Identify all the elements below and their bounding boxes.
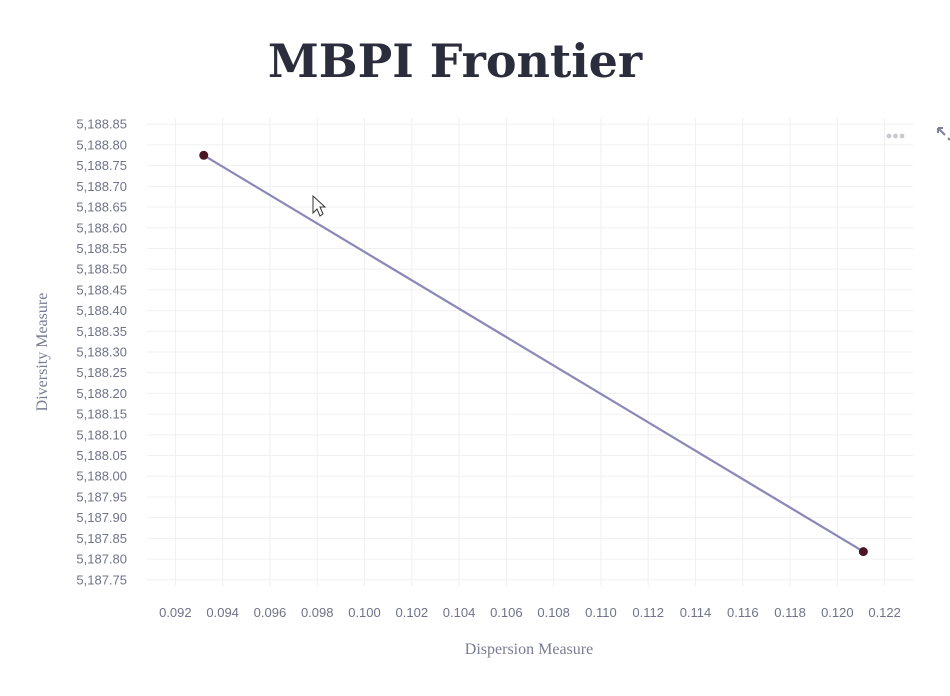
x-tick-label: 0.120: [821, 605, 854, 620]
y-tick-label: 5,187.95: [76, 489, 127, 504]
x-tick-label: 0.092: [159, 605, 192, 620]
y-tick-label: 5,188.00: [76, 469, 127, 484]
y-tick-label: 5,187.80: [76, 552, 127, 567]
x-tick-label: 0.112: [632, 605, 664, 620]
data-points: [199, 150, 868, 557]
y-tick-label: 5,188.05: [76, 448, 127, 463]
y-tick-label: 5,188.70: [76, 179, 127, 194]
x-tick-label: 0.102: [396, 605, 429, 620]
y-tick-label: 5,187.90: [76, 510, 127, 525]
expand-arrows-icon: [937, 127, 950, 141]
y-tick-label: 5,188.25: [76, 365, 127, 380]
more-horizontal-icon: [893, 133, 898, 139]
y-tick-label: 5,188.80: [76, 137, 127, 152]
data-point[interactable]: [858, 547, 868, 557]
x-axis-ticks: 0.092 0.094 0.096 0.098 0.100 0.102 0.104 0.106…: [159, 605, 901, 620]
x-tick-label: 0.094: [206, 605, 239, 620]
x-tick-label: 0.116: [727, 605, 759, 620]
y-tick-label: 5,188.60: [76, 220, 127, 235]
grid: [147, 118, 913, 586]
x-tick-label: 0.108: [537, 605, 570, 620]
y-tick-label: 5,188.45: [76, 282, 127, 297]
y-tick-label: 5,188.55: [76, 241, 127, 256]
chart-title: MBPI Frontier: [268, 34, 643, 88]
y-tick-label: 5,188.65: [76, 200, 127, 215]
mouse-pointer-icon: [312, 194, 327, 217]
y-tick-label: 5,188.40: [76, 303, 127, 318]
more-horizontal-icon: [899, 133, 905, 139]
y-tick-label: 5,188.35: [76, 324, 127, 339]
y-tick-label: 5,187.75: [76, 572, 127, 587]
y-axis-label: Diversity Measure: [34, 293, 51, 412]
more-horizontal-icon: [886, 133, 892, 139]
x-tick-label: 0.104: [443, 605, 476, 620]
y-tick-label: 5,188.15: [76, 407, 127, 422]
y-tick-label: 5,187.85: [76, 531, 127, 546]
y-tick-label: 5,188.20: [76, 386, 127, 401]
x-tick-label: 0.100: [348, 605, 381, 620]
x-tick-label: 0.096: [254, 605, 287, 620]
x-tick-label: 0.114: [680, 605, 712, 620]
y-tick-label: 5,188.85: [76, 117, 127, 132]
more-options-button[interactable]: [886, 133, 905, 139]
y-tick-label: 5,188.50: [76, 262, 127, 277]
fullscreen-button[interactable]: [937, 127, 950, 141]
y-axis-ticks: 5,188.85 5,188.80 5,188.75 5,188.70 5,188.65…: [76, 117, 127, 588]
y-tick-label: 5,188.30: [76, 345, 127, 360]
frontier-line: [203, 154, 864, 553]
x-tick-label: 0.110: [585, 605, 617, 620]
x-axis-label: Dispersion Measure: [465, 641, 593, 658]
y-tick-label: 5,188.75: [76, 158, 127, 173]
data-point[interactable]: [199, 150, 209, 160]
x-tick-label: 0.106: [490, 605, 523, 620]
x-tick-label: 0.118: [774, 605, 806, 620]
y-tick-label: 5,188.10: [76, 427, 127, 442]
x-tick-label: 0.122: [868, 605, 901, 620]
x-tick-label: 0.098: [301, 605, 334, 620]
